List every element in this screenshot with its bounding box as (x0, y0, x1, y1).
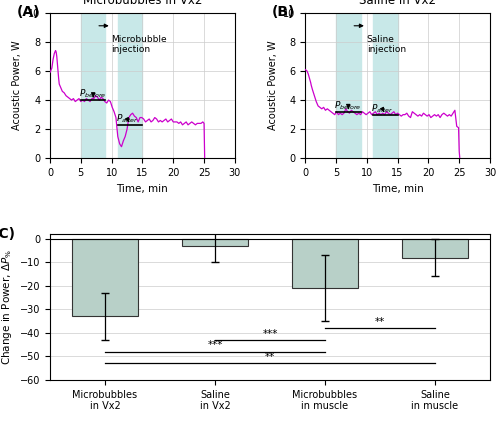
Y-axis label: Change in Power, $\Delta P_{\%}$: Change in Power, $\Delta P_{\%}$ (0, 249, 14, 365)
Bar (402, 239, 468, 257)
Y-axis label: Acoustic Power, W: Acoustic Power, W (12, 41, 22, 130)
Text: **: ** (375, 317, 385, 327)
Y-axis label: Acoustic Power, W: Acoustic Power, W (268, 41, 278, 130)
X-axis label: Time, min: Time, min (116, 184, 168, 194)
Title: Saline in Vx2: Saline in Vx2 (359, 0, 436, 7)
Text: $P_{before}$: $P_{before}$ (334, 99, 362, 112)
Text: (C): (C) (0, 227, 16, 241)
Text: (A): (A) (16, 5, 40, 19)
Text: $P_{after}$: $P_{after}$ (371, 102, 394, 115)
Text: (B): (B) (272, 5, 295, 19)
Text: **: ** (265, 352, 275, 362)
Bar (118, 13, 142, 158)
Bar (336, 13, 360, 158)
Bar (373, 13, 398, 158)
Bar (81, 13, 106, 158)
Bar (72, 239, 138, 316)
Text: Microbubble
injection: Microbubble injection (112, 35, 167, 54)
X-axis label: Time, min: Time, min (372, 184, 424, 194)
Text: ***: *** (208, 341, 222, 350)
Text: Saline
injection: Saline injection (367, 35, 406, 54)
Text: ***: *** (262, 329, 278, 339)
Bar (292, 239, 358, 288)
Title: Microbubbles in Vx2: Microbubbles in Vx2 (82, 0, 202, 7)
Text: $P_{before}$: $P_{before}$ (80, 88, 107, 100)
Bar (182, 239, 248, 246)
Text: $P_{after}$: $P_{after}$ (116, 112, 138, 125)
